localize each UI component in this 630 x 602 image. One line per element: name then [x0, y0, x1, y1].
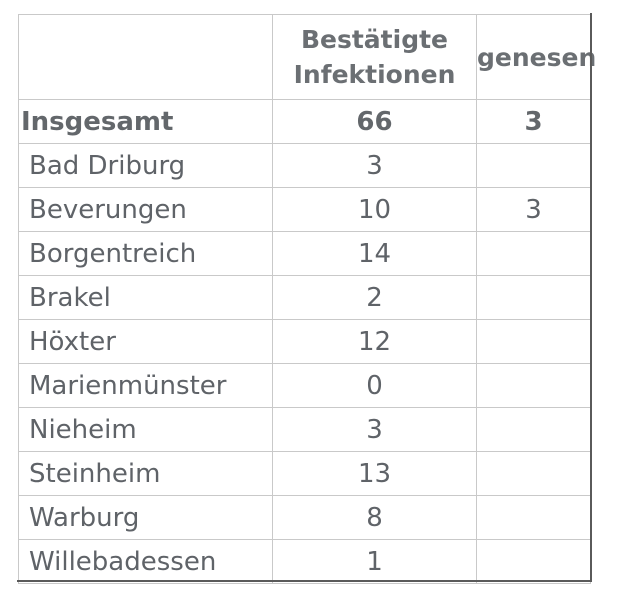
- table-row: Brakel 2: [18, 275, 591, 320]
- municipality-name: Willebadessen: [18, 539, 273, 584]
- infections-count: 14: [272, 231, 477, 276]
- municipality-name: Steinheim: [18, 451, 273, 496]
- table-row: Höxter 12: [18, 319, 591, 364]
- infections-count: 8: [272, 495, 477, 540]
- recovered-count: [476, 319, 591, 364]
- recovered-count: [476, 539, 591, 584]
- table-row: Nieheim 3: [18, 407, 591, 452]
- header-row: Bestätigte Infektionen genesen: [18, 14, 596, 100]
- municipality-name: Warburg: [18, 495, 273, 540]
- table-row: Beverungen 10 3: [18, 187, 591, 232]
- infections-table-container: Bestätigte Infektionen genesen Insgesamt…: [18, 14, 596, 584]
- recovered-count: [476, 231, 591, 276]
- table-row: Willebadessen 1: [18, 539, 591, 584]
- table-row: Borgentreich 14: [18, 231, 591, 276]
- infections-count: 2: [272, 275, 477, 320]
- recovered-count: [476, 407, 591, 452]
- infections-count: 3: [272, 407, 477, 452]
- recovered-count: [476, 451, 591, 496]
- table-row: Bad Driburg 3: [18, 143, 591, 188]
- total-infections: 66: [272, 99, 477, 144]
- infections-count: 0: [272, 363, 477, 408]
- municipality-name: Beverungen: [18, 187, 273, 232]
- recovered-count: [476, 495, 591, 540]
- total-recovered: 3: [476, 99, 591, 144]
- municipality-name: Brakel: [18, 275, 273, 320]
- table-row: Warburg 8: [18, 495, 591, 540]
- infections-count: 12: [272, 319, 477, 364]
- municipality-name: Bad Driburg: [18, 143, 273, 188]
- header-municipality: [18, 14, 273, 100]
- municipality-name: Höxter: [18, 319, 273, 364]
- header-confirmed-infections: Bestätigte Infektionen: [272, 14, 477, 100]
- municipality-name: Borgentreich: [18, 231, 273, 276]
- table-row: Steinheim 13: [18, 451, 591, 496]
- infections-table: Bestätigte Infektionen genesen Insgesamt…: [18, 14, 596, 584]
- total-label: Insgesamt: [18, 99, 273, 144]
- municipality-name: Nieheim: [18, 407, 273, 452]
- recovered-count: [476, 143, 591, 188]
- infections-count: 1: [272, 539, 477, 584]
- infections-count: 3: [272, 143, 477, 188]
- total-row: Insgesamt 66 3: [18, 99, 591, 144]
- recovered-count: [476, 363, 591, 408]
- municipality-name: Marienmünster: [18, 363, 273, 408]
- recovered-count: [476, 275, 591, 320]
- infections-count: 13: [272, 451, 477, 496]
- infections-count: 10: [272, 187, 477, 232]
- recovered-count: 3: [476, 187, 591, 232]
- table-row: Marienmünster 0: [18, 363, 591, 408]
- header-recovered: genesen: [476, 14, 596, 100]
